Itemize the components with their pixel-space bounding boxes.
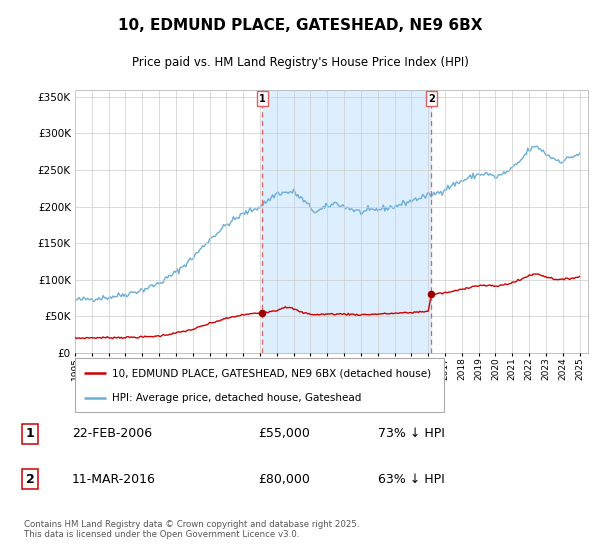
Text: Contains HM Land Registry data © Crown copyright and database right 2025.
This d: Contains HM Land Registry data © Crown c… [24, 520, 359, 539]
Text: Price paid vs. HM Land Registry's House Price Index (HPI): Price paid vs. HM Land Registry's House … [131, 55, 469, 68]
Text: 2: 2 [428, 94, 435, 104]
Text: 73% ↓ HPI: 73% ↓ HPI [378, 427, 445, 440]
Text: HPI: Average price, detached house, Gateshead: HPI: Average price, detached house, Gate… [112, 393, 361, 403]
Bar [262, 90, 431, 353]
Text: 10, EDMUND PLACE, GATESHEAD, NE9 6BX (detached house): 10, EDMUND PLACE, GATESHEAD, NE9 6BX (de… [112, 368, 431, 379]
Point [257, 308, 267, 317]
Text: £80,000: £80,000 [258, 473, 310, 486]
Text: 11-MAR-2016: 11-MAR-2016 [72, 473, 156, 486]
Text: £55,000: £55,000 [258, 427, 310, 440]
Text: 63% ↓ HPI: 63% ↓ HPI [378, 473, 445, 486]
Text: 2: 2 [26, 473, 34, 486]
Text: 1: 1 [26, 427, 34, 440]
Text: 10, EDMUND PLACE, GATESHEAD, NE9 6BX: 10, EDMUND PLACE, GATESHEAD, NE9 6BX [118, 18, 482, 33]
Point [427, 290, 436, 299]
Text: 22-FEB-2006: 22-FEB-2006 [72, 427, 152, 440]
Text: 1: 1 [259, 94, 266, 104]
